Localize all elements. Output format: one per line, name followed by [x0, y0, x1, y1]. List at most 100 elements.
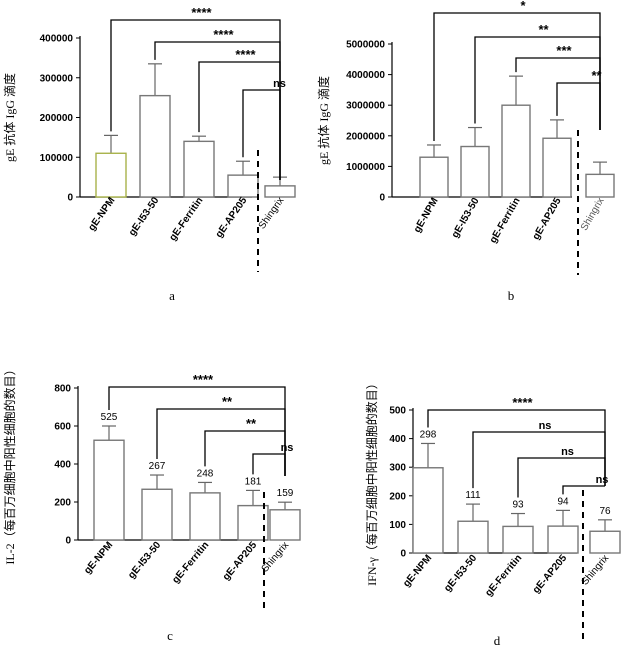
- significance-label: ns: [273, 78, 286, 90]
- significance-bracket: [562, 485, 605, 495]
- significance-bracket: [242, 89, 281, 180]
- significance-label: ****: [512, 395, 533, 410]
- data-label: 248: [197, 468, 214, 479]
- x-tick-label: gE-AP205: [214, 195, 250, 240]
- x-tick-label: gE-AP205: [531, 196, 564, 242]
- x-tick-label: gE-I53-50: [126, 540, 163, 581]
- y-tick-label: 3000000: [346, 101, 385, 112]
- x-tick-label: gE-I53-50: [442, 553, 479, 594]
- y-tick-label: 600: [54, 422, 71, 433]
- y-tick-label: 1000000: [346, 162, 385, 173]
- bar: [237, 504, 269, 541]
- bar: [501, 104, 531, 198]
- significance-bracket: [252, 453, 286, 476]
- x-tick-label: gE-NPM: [412, 196, 441, 235]
- bar: [183, 140, 215, 198]
- x-tick-label: Shingrix: [580, 553, 612, 588]
- panel-label: c: [167, 628, 173, 643]
- bar: [93, 439, 125, 541]
- bar: [457, 520, 489, 554]
- panel-label: a: [169, 288, 175, 303]
- y-tick-label: 4000000: [346, 70, 385, 81]
- y-tick-label: 0: [67, 193, 73, 204]
- significance-bracket: [517, 457, 606, 498]
- significance-label: ns: [539, 420, 552, 432]
- y-axis-label: IL-2（每百万细胞中阳性细胞的数目）: [2, 363, 17, 564]
- bar: [139, 94, 171, 198]
- chart-panel-d: 0 100 200 300 400 500 IFN-γ（每百万细胞中阳性细胞的数目） 298 g…: [364, 377, 621, 648]
- data-label: 76: [599, 506, 611, 517]
- x-tick-label: gE-I53-50: [127, 195, 162, 238]
- y-tick-label: 200: [54, 498, 71, 509]
- x-tick-label: gE-NPM: [82, 540, 115, 576]
- y-axis-label: gE 抗体 IgG 滴度: [316, 76, 331, 165]
- data-label: 267: [149, 461, 166, 472]
- x-tick-label: Shingrix: [579, 196, 607, 233]
- panel-label: b: [508, 288, 515, 303]
- bar: [227, 174, 259, 198]
- significance-label: *: [520, 0, 526, 13]
- x-tick-label: gE-Ferritin: [167, 195, 205, 243]
- bar: [547, 525, 579, 554]
- x-tick-label: gE-AP205: [531, 553, 570, 596]
- bar: [460, 145, 490, 198]
- y-tick-label: 2000000: [346, 131, 385, 142]
- significance-label: ****: [193, 372, 214, 387]
- y-axis-label: gE 抗体 IgG 滴度: [2, 73, 17, 162]
- bar: [542, 137, 572, 198]
- bar: [269, 509, 301, 541]
- significance-label: ****: [213, 27, 234, 42]
- bar: [585, 173, 615, 198]
- data-label: 93: [512, 500, 524, 511]
- chart-panel-a: 0 100000 200000 300000 400000 gE 抗体 IgG 滴度 gE-…: [2, 5, 296, 303]
- significance-bracket: [154, 41, 281, 180]
- significance-bracket: [156, 408, 286, 476]
- data-label: 298: [420, 429, 437, 440]
- y-axis-label: IFN-γ（每百万细胞中阳性细胞的数目）: [364, 377, 379, 586]
- data-label: 111: [465, 490, 481, 501]
- panel-label: d: [494, 633, 501, 648]
- significance-bracket: [556, 82, 601, 130]
- y-tick-label: 100000: [40, 153, 74, 164]
- x-tick-label: gE-I53-50: [450, 196, 482, 240]
- bar: [95, 152, 127, 198]
- bar: [419, 156, 449, 198]
- data-label: 181: [245, 476, 262, 487]
- y-tick-label: 400: [389, 434, 406, 445]
- x-tick-label: gE-Ferritin: [170, 540, 211, 586]
- y-tick-label: 400000: [40, 34, 74, 45]
- data-label: 159: [277, 488, 294, 499]
- significance-label: ****: [191, 5, 212, 20]
- y-tick-label: 300: [389, 463, 406, 474]
- significance-bracket: [472, 431, 606, 489]
- bar: [264, 185, 296, 198]
- chart-panel-c: 0 200 400 600 800 IL-2（每百万细胞中阳性细胞的数目） 525 gE-NP…: [2, 363, 301, 643]
- y-tick-label: 400: [54, 460, 71, 471]
- x-tick-label: gE-AP205: [221, 540, 260, 583]
- significance-label: ***: [556, 43, 572, 58]
- significance-label: ****: [235, 47, 256, 62]
- y-tick-label: 200: [389, 491, 406, 502]
- significance-label: ns: [596, 474, 609, 486]
- bar: [141, 488, 173, 541]
- y-tick-label: 300000: [40, 73, 74, 84]
- bar: [412, 467, 444, 554]
- bar: [589, 530, 621, 554]
- data-label: 525: [101, 412, 118, 423]
- x-tick-label: gE-NPM: [401, 553, 434, 589]
- chart-panel-b: 0 1000000 2000000 3000000 4000000 5000000 gE 抗…: [316, 0, 615, 303]
- significance-label: **: [246, 416, 257, 431]
- y-tick-label: 0: [400, 549, 406, 560]
- significance-label: **: [222, 394, 233, 409]
- x-tick-label: gE-Ferritin: [488, 196, 523, 245]
- x-tick-label: gE-NPM: [86, 195, 117, 233]
- x-tick-label: gE-Ferritin: [483, 553, 524, 599]
- significance-bracket: [427, 409, 606, 486]
- bar: [189, 492, 221, 541]
- y-tick-label: 0: [65, 536, 71, 547]
- bar: [502, 525, 534, 554]
- x-tick-label: Shingrix: [257, 195, 287, 231]
- y-tick-label: 500: [389, 406, 406, 417]
- y-tick-label: 200000: [40, 113, 74, 124]
